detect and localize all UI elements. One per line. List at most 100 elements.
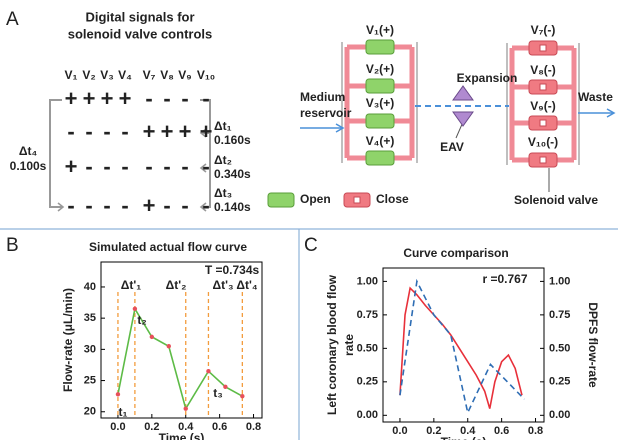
signal: - — [121, 193, 128, 218]
annotation: Δt'₄ — [236, 278, 257, 292]
valve-name: V₃(+) — [366, 96, 395, 110]
y-tick-label: 35 — [84, 312, 96, 324]
interval-duration: 0.100s — [10, 159, 47, 173]
x-tick-label: 0.2 — [144, 421, 159, 433]
signal: + — [65, 86, 78, 111]
y-tick-label: 1.00 — [357, 275, 378, 287]
inlet-label: reservoir — [300, 106, 352, 120]
signal: + — [83, 86, 96, 111]
valve-label: V₁ — [65, 68, 78, 82]
valve-name: V₂(+) — [366, 62, 394, 76]
panel-label: A — [6, 9, 19, 30]
y-tick-label: 30 — [84, 343, 96, 355]
valve-label: V₁₀ — [197, 68, 215, 82]
signal: + — [143, 193, 156, 218]
series-line — [400, 288, 522, 409]
data-point — [133, 307, 137, 311]
series-line — [400, 281, 524, 412]
x-axis-label: Time (s) — [441, 435, 487, 440]
signal: - — [181, 154, 188, 179]
valve-name: V₈(-) — [530, 63, 556, 77]
valve-label: V₉ — [178, 68, 191, 82]
annotation: r =0.767 — [482, 272, 527, 286]
y-tick-label: 0.25 — [357, 376, 378, 388]
chart-title: Simulated actual flow curve — [89, 240, 247, 254]
outlet-label: Waste — [578, 90, 613, 104]
data-point — [116, 392, 120, 396]
signal: + — [200, 119, 213, 144]
x-tick-label: 0.6 — [212, 421, 227, 433]
signal: - — [67, 119, 74, 144]
signal: - — [163, 193, 170, 218]
data-point — [167, 344, 171, 348]
legend-label: Close — [376, 192, 409, 206]
signal: - — [163, 86, 170, 111]
y2-tick-label: 0.00 — [549, 409, 570, 421]
data-point — [223, 385, 227, 389]
y-tick-label: 0.50 — [357, 342, 378, 354]
x-tick-label: 0.8 — [246, 421, 261, 433]
signal: - — [163, 154, 170, 179]
valve-label: V₇ — [143, 68, 156, 82]
expansion-label: Expansion — [457, 71, 518, 85]
signal: - — [181, 193, 188, 218]
y-tick-label: 40 — [84, 281, 96, 293]
valve-label: V₂ — [82, 68, 95, 82]
point-label: t₃ — [213, 386, 223, 400]
point-label: t₂ — [137, 313, 146, 327]
valve-name: V₄(+) — [366, 134, 395, 148]
interval-name: Δt₃ — [214, 186, 232, 200]
signal: - — [103, 154, 110, 179]
inlet-label: Medium — [300, 90, 345, 104]
data-point — [150, 335, 154, 339]
signal: - — [202, 154, 209, 179]
signal: - — [85, 193, 92, 218]
signal: + — [119, 86, 132, 111]
panel-title: solenoid valve controls — [68, 26, 213, 41]
figure: A Digital signals for solenoid valve contr… — [0, 0, 618, 440]
signal: - — [145, 154, 152, 179]
x-tick-label: 0.6 — [494, 425, 509, 437]
signal: - — [121, 154, 128, 179]
x-tick-label: 0.0 — [392, 425, 407, 437]
signal: - — [103, 193, 110, 218]
signal: - — [202, 193, 209, 218]
signal: + — [161, 119, 174, 144]
y2-tick-label: 0.25 — [549, 376, 570, 388]
signal: - — [103, 119, 110, 144]
annotation: Δt'₁ — [121, 278, 141, 292]
signal: - — [121, 119, 128, 144]
valve-label: V₄ — [118, 68, 132, 82]
data-point — [184, 406, 188, 410]
chart-title: Curve comparison — [403, 246, 508, 260]
valve-label: V₃ — [100, 68, 114, 82]
interval-duration: 0.160s — [214, 133, 251, 147]
data-point — [240, 394, 244, 398]
y-tick-label: 0.75 — [357, 309, 378, 321]
interval-duration: 0.140s — [214, 200, 251, 214]
y2-tick-label: 1.00 — [549, 275, 570, 287]
y2-tick-label: 0.50 — [549, 342, 570, 354]
annotation: Δt'₂ — [166, 278, 187, 292]
signal: - — [67, 193, 74, 218]
valve-label: V₈ — [160, 68, 174, 82]
signal: + — [65, 154, 78, 179]
y-axis-label: rate — [342, 334, 356, 356]
y2-axis-label: DPFS flow-rate — [586, 302, 600, 388]
x-axis-label: Time (s) — [159, 431, 205, 440]
eav-label: EAV — [440, 140, 464, 154]
valve-name: V₉(-) — [530, 99, 555, 113]
y-tick-label: 25 — [84, 374, 96, 386]
signal: - — [145, 86, 152, 111]
interval-duration: 0.340s — [214, 167, 251, 181]
point-label: t₁ — [119, 405, 128, 419]
annotation: T =0.734s — [205, 263, 260, 277]
x-tick-label: 0.8 — [528, 425, 543, 437]
signal: - — [181, 86, 188, 111]
panel-label: C — [304, 235, 318, 256]
panel-title: Digital signals for — [85, 9, 194, 24]
signal: - — [85, 119, 92, 144]
x-tick-label: 0.0 — [110, 421, 125, 433]
interval-name: Δt₁ — [214, 119, 232, 133]
y-tick-label: 20 — [84, 406, 96, 418]
